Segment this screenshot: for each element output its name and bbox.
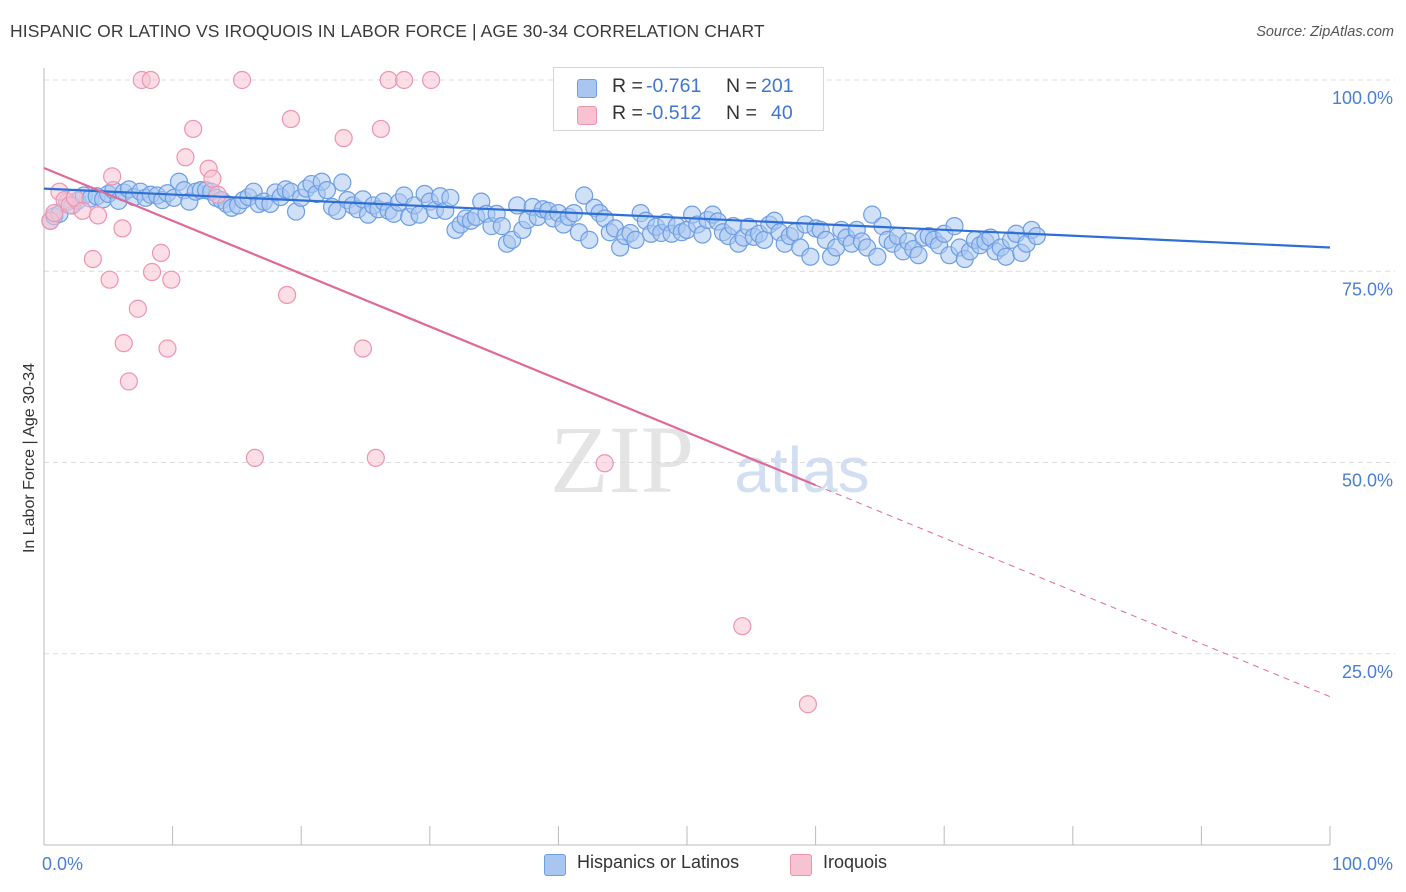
y-axis-label: In Labor Force | Age 30-34 xyxy=(21,362,38,554)
watermark: ZIP atlas xyxy=(550,406,870,513)
legend-n-label: N = xyxy=(726,102,757,124)
series-iroquois-points xyxy=(41,70,817,714)
data-point xyxy=(73,201,92,220)
data-point xyxy=(88,206,108,225)
data-point xyxy=(45,204,64,223)
axes xyxy=(43,68,1331,846)
watermark-atlas: atlas xyxy=(734,434,869,506)
legend-r-value: -0.512 xyxy=(646,102,702,124)
data-point xyxy=(733,617,752,636)
data-point xyxy=(421,70,441,90)
source-label: Source: ZipAtlas.com xyxy=(1256,24,1394,40)
series-legend: Hispanics or Latinos Iroquois xyxy=(0,851,1406,877)
data-point xyxy=(113,219,132,238)
data-point xyxy=(245,448,265,468)
legend-swatch-pink xyxy=(790,854,812,876)
data-point xyxy=(128,299,147,318)
data-point xyxy=(142,262,162,282)
trend-line-iroquois xyxy=(43,166,817,487)
legend-r-label: R = xyxy=(612,75,643,97)
y-tick-label: 50.0% xyxy=(1342,471,1393,491)
data-point xyxy=(334,129,353,148)
x-tick-label: 100.0% xyxy=(1332,854,1393,874)
data-point xyxy=(580,230,599,249)
data-point xyxy=(208,185,227,204)
correlation-legend: R = -0.761 N = 201 R = -0.512 N = 40 xyxy=(553,67,824,131)
data-point xyxy=(162,270,181,289)
trend-line-hispanics xyxy=(43,187,1331,249)
y-tick-label: 25.0% xyxy=(1342,662,1393,682)
data-point xyxy=(281,109,301,129)
trend-line-iroquois-extension xyxy=(815,484,1331,698)
data-point xyxy=(575,186,594,205)
data-point xyxy=(798,695,817,714)
data-point xyxy=(232,70,252,90)
trend-lines xyxy=(43,166,1331,698)
data-point xyxy=(119,372,138,391)
data-point xyxy=(100,270,119,289)
data-point xyxy=(141,70,160,90)
series-hispanics-points xyxy=(41,172,1046,269)
data-point xyxy=(176,148,195,167)
legend-r-label: R = xyxy=(612,102,643,124)
data-point xyxy=(755,230,774,249)
data-point xyxy=(103,167,122,186)
x-tick-label: 0.0% xyxy=(42,854,83,874)
data-point xyxy=(868,247,887,266)
watermark-zip: ZIP xyxy=(550,406,694,513)
data-point xyxy=(595,454,614,473)
data-point xyxy=(996,247,1016,266)
data-point xyxy=(353,339,373,358)
legend-swatch-blue xyxy=(577,79,597,98)
legend-n-label: N = xyxy=(726,75,757,97)
data-point xyxy=(83,249,102,269)
data-point xyxy=(945,217,964,236)
data-point xyxy=(371,119,391,139)
data-point xyxy=(379,70,398,90)
data-point xyxy=(863,205,882,224)
data-point xyxy=(366,448,385,468)
data-point xyxy=(114,334,133,353)
legend-swatch-blue xyxy=(544,854,566,876)
legend-r-value: -0.761 xyxy=(646,75,702,97)
data-point xyxy=(441,188,460,207)
data-point xyxy=(333,173,352,192)
data-point xyxy=(317,181,337,200)
data-point xyxy=(801,247,820,266)
data-point xyxy=(1027,226,1046,246)
data-point xyxy=(909,246,928,265)
y-tick-label: 75.0% xyxy=(1342,279,1393,299)
data-point xyxy=(184,119,203,139)
data-point xyxy=(158,339,177,358)
y-tick-label: 100.0% xyxy=(1332,88,1393,108)
grid-lines xyxy=(44,79,1395,655)
legend-label: Hispanics or Latinos xyxy=(577,852,740,872)
legend-n-value: 201 xyxy=(761,75,794,97)
data-point xyxy=(277,285,297,305)
data-point xyxy=(151,243,171,262)
legend-n-value: 40 xyxy=(771,102,793,124)
data-point xyxy=(203,169,222,188)
data-point xyxy=(626,230,645,249)
tick-labels: 100.0% 75.0% 50.0% 25.0% 0.0% 100.0% xyxy=(42,88,1393,874)
data-point xyxy=(492,217,511,236)
legend-swatch-pink xyxy=(577,106,597,125)
legend-label: Iroquois xyxy=(823,852,888,872)
chart-title: HISPANIC OR LATINO VS IROQUOIS IN LABOR … xyxy=(10,21,765,41)
data-point xyxy=(394,70,414,90)
